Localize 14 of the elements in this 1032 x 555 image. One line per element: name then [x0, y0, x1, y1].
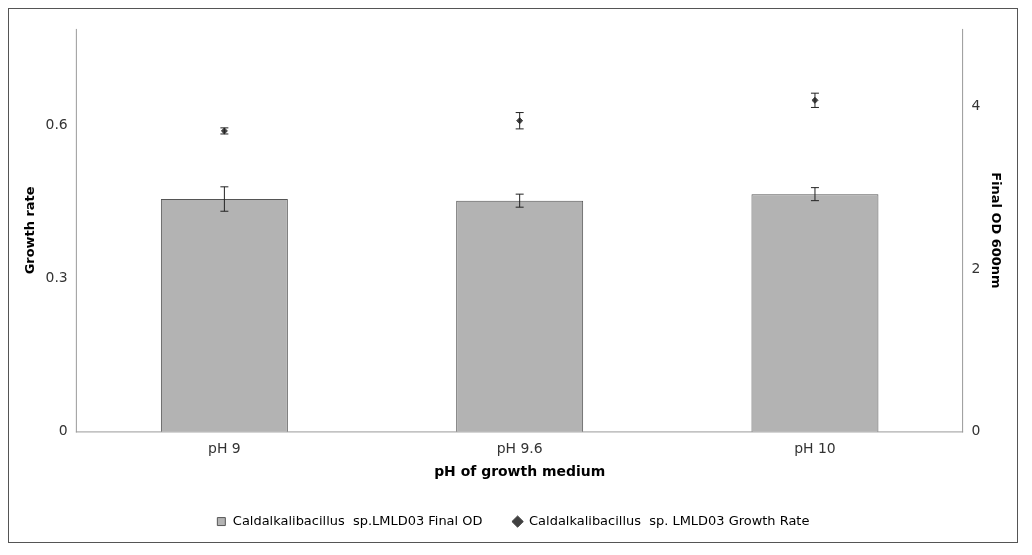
- y-axis-title: Growth rate: [22, 186, 38, 275]
- y-tick-label: 0.6: [45, 116, 68, 133]
- y-tick-label: 0.3: [45, 269, 68, 286]
- y2-tick-label: 2: [971, 259, 981, 276]
- y2-axis-title: Final OD 600nm: [988, 172, 1004, 289]
- x-tick-label: pH 10: [794, 439, 836, 456]
- x-tick-label: pH 9.6: [496, 439, 543, 456]
- legend-label: Caldalkalibacillus sp. LMLD03 Growth Rate: [529, 512, 810, 528]
- x-tick-label: pH 9: [208, 439, 241, 456]
- y2-tick-label: 4: [971, 96, 981, 113]
- y2-tick-label: 0: [971, 422, 981, 439]
- y-tick-label: 0: [58, 422, 68, 439]
- x-axis-title: pH of growth medium: [434, 463, 606, 480]
- legend-label: Caldalkalibacillus sp.LMLD03 Final OD: [232, 512, 483, 528]
